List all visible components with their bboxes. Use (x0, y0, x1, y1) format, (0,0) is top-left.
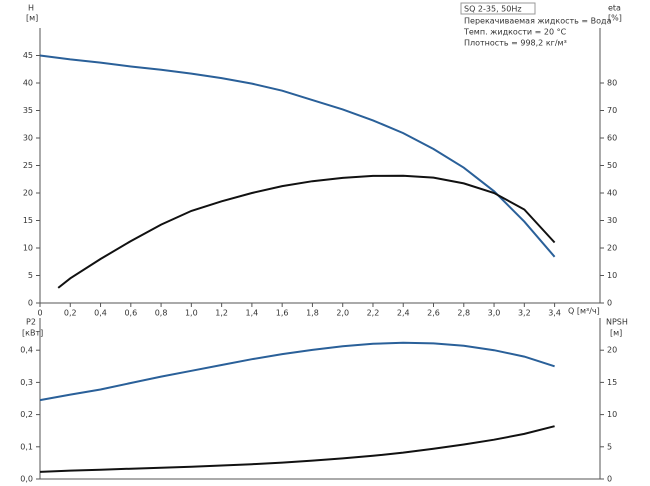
y-tick-label: 0,1 (20, 442, 33, 451)
y2-unit: [%] (608, 14, 622, 23)
model-box (460, 2, 536, 15)
x-tick-label: 3,2 (518, 309, 531, 318)
y-tick-label: 30 (23, 134, 33, 143)
y-unit: [м] (26, 14, 38, 23)
x-tick-label: 1,0 (185, 309, 198, 318)
y-tick-label: 10 (23, 244, 33, 253)
y-tick-label: 0,4 (20, 346, 33, 355)
y-unit: [кВт] (22, 329, 43, 338)
y2-tick-label: 0 (607, 299, 612, 308)
y-tick-label: 40 (23, 79, 33, 88)
y-tick-label: 0,3 (20, 378, 33, 387)
y-tick-label: 5 (28, 271, 33, 280)
x-tick-label: 0,8 (155, 309, 168, 318)
x-tick-label: 1,4 (246, 309, 259, 318)
x-tick-label: 2,4 (397, 309, 410, 318)
y2-tick-label: 10 (607, 410, 617, 419)
x-tick-label: 2,8 (457, 309, 470, 318)
y2-tick-label: 30 (607, 216, 617, 225)
curve (39, 54, 556, 258)
y2-tick-label: 60 (607, 134, 617, 143)
x-tick-label: 0,2 (64, 309, 77, 318)
y-tick-label: 0 (28, 299, 33, 308)
y2-tick-label: 50 (607, 161, 617, 170)
y2-tick-label: 80 (607, 79, 617, 88)
y-tick-label: 35 (23, 106, 33, 115)
y2-tick-label: 40 (607, 189, 617, 198)
curve (39, 341, 555, 402)
x-tick-label: 1,8 (306, 309, 319, 318)
y-tick-label: 0,0 (20, 475, 33, 484)
x-tick-label: 2,6 (427, 309, 440, 318)
x-tick-label: 0,6 (124, 309, 137, 318)
y2-tick-label: 70 (607, 106, 617, 115)
y2-tick-label: 10 (607, 271, 617, 280)
y2-label: eta (608, 4, 621, 13)
x-tick-label: 0 (37, 309, 42, 318)
x-tick-label: 0,4 (94, 309, 107, 318)
y2-label: NPSH (606, 318, 628, 327)
y2-unit: [м] (610, 329, 622, 338)
x-tick-label: 3,4 (548, 309, 561, 318)
y2-tick-label: 15 (607, 378, 617, 387)
y2-tick-label: 0 (607, 475, 612, 484)
y-label: H (28, 4, 34, 13)
note: Темп. жидкости = 20 °C (463, 28, 567, 37)
y-tick-label: 15 (23, 216, 33, 225)
y-label: P2 (26, 318, 36, 327)
y-tick-label: 25 (23, 161, 33, 170)
curve (39, 425, 555, 473)
y2-tick-label: 5 (607, 442, 612, 451)
note: Плотность = 998,2 кг/м³ (464, 39, 567, 48)
x-tick-label: 1,6 (276, 309, 289, 318)
x-tick-label: 3,0 (488, 309, 501, 318)
y-tick-label: 20 (23, 189, 33, 198)
model-title: SQ 2-35, 50Hz (464, 5, 522, 14)
x-tick-label: 1,2 (215, 309, 228, 318)
y2-tick-label: 20 (607, 244, 617, 253)
y-tick-label: 45 (23, 51, 33, 60)
x-label: Q [м³/ч] (568, 307, 600, 316)
curve (57, 174, 556, 289)
x-tick-label: 2,2 (367, 309, 380, 318)
x-tick-label: 2,0 (336, 309, 349, 318)
note: Перекачиваемая жидкость = Вода (464, 17, 612, 26)
y2-tick-label: 20 (607, 346, 617, 355)
y-tick-label: 0,2 (20, 410, 33, 419)
